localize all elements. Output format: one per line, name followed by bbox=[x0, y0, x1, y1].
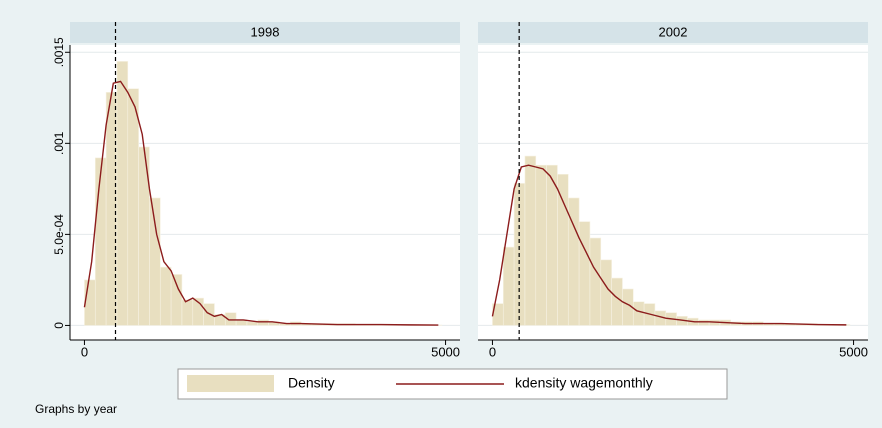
bar bbox=[697, 319, 710, 326]
bar bbox=[600, 259, 612, 326]
x-tick-label: 0 bbox=[489, 344, 496, 359]
bar bbox=[611, 277, 623, 326]
bar bbox=[632, 301, 645, 326]
bar bbox=[546, 164, 558, 326]
panel-title: 1998 bbox=[251, 24, 280, 39]
kdensity-line bbox=[491, 164, 847, 326]
bar bbox=[170, 274, 183, 326]
y-tick-label: 0 bbox=[52, 322, 66, 329]
legend-swatch bbox=[187, 375, 274, 392]
y-tick-label: .001 bbox=[52, 131, 66, 155]
strip bbox=[70, 22, 460, 43]
bar bbox=[557, 173, 569, 326]
legend-label: Density bbox=[288, 375, 335, 391]
bar bbox=[84, 279, 96, 326]
y-tick-label: .0015 bbox=[52, 37, 66, 67]
legend-label: kdensity wagemonthly bbox=[515, 375, 653, 391]
bar bbox=[257, 319, 269, 326]
bar bbox=[149, 197, 161, 326]
bar bbox=[203, 303, 215, 326]
x-tick-label: 5000 bbox=[431, 344, 460, 359]
panel-title: 2002 bbox=[659, 24, 688, 39]
bar bbox=[589, 237, 602, 326]
bar bbox=[535, 164, 547, 326]
bar bbox=[94, 157, 107, 326]
y-tick-label: 5.0e-04 bbox=[52, 214, 66, 255]
bar bbox=[246, 321, 259, 326]
bar bbox=[127, 88, 139, 326]
bar bbox=[116, 61, 129, 326]
kdensity-line bbox=[83, 80, 439, 326]
bar bbox=[524, 155, 537, 326]
x-tick-label: 0 bbox=[81, 344, 88, 359]
bar bbox=[578, 221, 591, 326]
bar bbox=[181, 299, 194, 326]
bar bbox=[224, 312, 237, 326]
note: Graphs by year bbox=[35, 402, 117, 416]
bar bbox=[502, 246, 515, 326]
strip bbox=[478, 22, 868, 43]
bar bbox=[159, 266, 172, 326]
x-tick-label: 5000 bbox=[839, 344, 868, 359]
